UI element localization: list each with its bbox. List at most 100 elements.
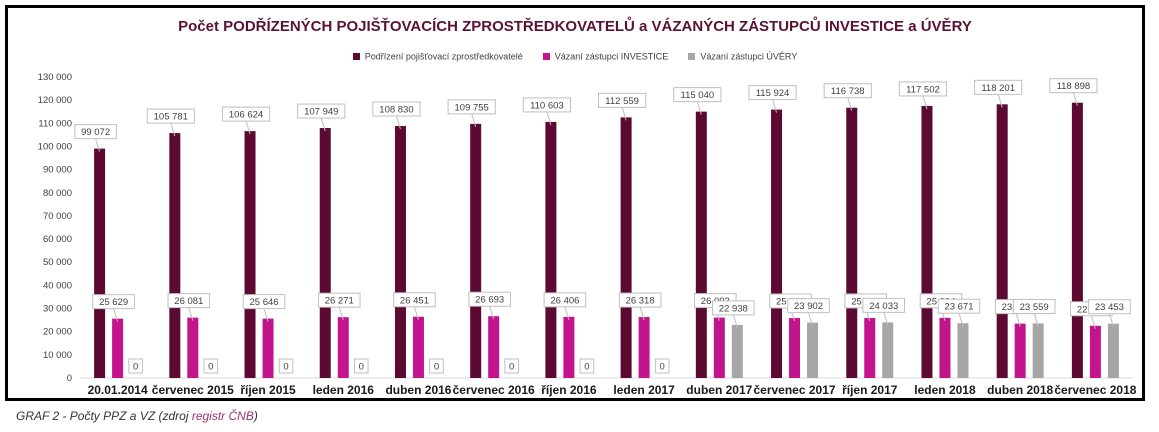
- data-label-leader: [489, 306, 495, 320]
- bar-0: [620, 117, 632, 378]
- data-label: 117 502: [906, 84, 940, 95]
- data-label: 24 033: [869, 301, 898, 312]
- data-label: 0: [434, 362, 439, 373]
- bar-2: [1107, 323, 1119, 378]
- data-label: 0: [359, 362, 364, 373]
- data-label: 118 201: [981, 83, 1015, 94]
- data-label-leader: [263, 308, 269, 322]
- bar-1: [488, 316, 500, 378]
- legend-swatch: [542, 53, 550, 61]
- bar-0: [695, 111, 707, 378]
- data-label-leader: [1072, 92, 1078, 106]
- x-category-label: duben 2016: [385, 383, 451, 397]
- legend-swatch: [352, 53, 360, 61]
- data-label: 112 559: [605, 96, 639, 107]
- bar-2: [807, 322, 819, 378]
- data-label-leader: [320, 117, 326, 132]
- data-label: 105 781: [154, 112, 188, 123]
- legend-item-0: Podřízení pojišťovací zprostředkovatelé: [352, 51, 523, 62]
- data-label: 23 559: [1020, 302, 1049, 313]
- data-label-leader: [471, 113, 477, 128]
- data-label-box: [579, 358, 595, 374]
- legend-swatch: [688, 53, 696, 61]
- data-label: 26 406: [550, 295, 579, 306]
- data-label-leader: [772, 99, 778, 113]
- y-tick-label: 30 000: [43, 304, 72, 315]
- bar-2: [957, 323, 969, 378]
- y-tick-label: 40 000: [43, 280, 72, 291]
- data-label-leader: [546, 111, 552, 126]
- data-label-box: [823, 83, 872, 99]
- bar-0: [470, 123, 482, 378]
- data-label-box: [92, 294, 135, 310]
- y-tick-label: 10 000: [43, 350, 72, 361]
- x-category-label: říjen 2017: [842, 383, 898, 397]
- data-label-box: [974, 79, 1023, 95]
- data-label-box: [618, 292, 662, 308]
- data-label-leader: [564, 306, 570, 321]
- data-label-leader: [958, 313, 964, 327]
- data-label-box: [1012, 298, 1056, 314]
- data-label-leader: [245, 120, 251, 135]
- bar-0: [169, 133, 181, 378]
- data-label-leader: [1033, 313, 1039, 327]
- data-label-box: [468, 291, 511, 307]
- y-tick-label: 80 000: [43, 188, 72, 199]
- x-category-label: říjen 2016: [541, 383, 597, 397]
- data-label-box: [353, 358, 369, 374]
- data-label: 99 072: [81, 127, 110, 138]
- data-label-leader: [1090, 315, 1096, 329]
- data-label-box: [787, 298, 830, 314]
- data-label-leader: [639, 306, 645, 321]
- data-label-leader: [338, 307, 344, 321]
- x-category-label: duben 2017: [686, 383, 752, 397]
- legend-label: Vázaní zástupci INVESTICE: [554, 51, 669, 62]
- bar-2: [1032, 323, 1044, 378]
- data-label-box: [203, 358, 219, 374]
- data-label: 110 603: [530, 100, 564, 111]
- bar-0: [94, 148, 106, 378]
- y-tick-label: 130 000: [38, 72, 72, 83]
- x-category-label: leden 2018: [914, 383, 976, 397]
- data-label-box: [221, 106, 271, 122]
- data-label-box: [673, 87, 722, 103]
- y-tick-label: 90 000: [43, 165, 72, 176]
- data-label-box: [278, 358, 294, 374]
- bar-1: [1089, 325, 1101, 378]
- data-label: 23 902: [794, 301, 823, 312]
- x-category-label: červenec 2016: [453, 383, 535, 397]
- y-tick-label: 20 000: [43, 327, 72, 338]
- data-label: 25 629: [99, 297, 128, 308]
- data-label: 23 453: [1095, 302, 1124, 313]
- data-label-box: [1049, 78, 1098, 94]
- chart-title: Počet PODŘÍZENÝCH POJIŠŤOVACÍCH ZPROSTŘE…: [178, 18, 972, 35]
- x-category-label: červenec 2018: [1054, 383, 1136, 397]
- data-label-box: [146, 108, 195, 124]
- legend-item-2: Vázaní zástupci ÚVĚRY: [688, 51, 797, 62]
- legend-label: Podřízení pojišťovací zprostředkovatelé: [364, 51, 523, 62]
- chart-frame: Počet PODŘÍZENÝCH POJIŠŤOVACÍCH ZPROSTŘE…: [5, 5, 1145, 401]
- bar-1: [262, 318, 274, 378]
- data-label: 26 318: [626, 296, 655, 307]
- data-label: 108 830: [379, 105, 413, 116]
- y-tick-label: 100 000: [38, 141, 72, 152]
- data-label: 26 081: [174, 296, 203, 307]
- data-label-leader: [732, 314, 738, 329]
- bar-2: [882, 322, 894, 378]
- data-label-leader: [1015, 313, 1021, 327]
- data-label-box: [317, 292, 361, 308]
- data-label: 0: [659, 362, 664, 373]
- data-label: 0: [133, 362, 138, 373]
- data-label-box: [522, 97, 571, 113]
- bar-1: [638, 317, 650, 378]
- x-category-label: říjen 2015: [240, 383, 296, 397]
- y-tick-label: 0: [67, 373, 72, 384]
- bar-0: [319, 128, 331, 378]
- bar-1: [864, 317, 876, 378]
- data-label: 116 738: [831, 86, 865, 97]
- data-label: 26 271: [325, 296, 354, 307]
- y-tick-label: 70 000: [43, 211, 72, 222]
- x-category-label: leden 2017: [613, 383, 675, 397]
- x-category-label: červenec 2017: [753, 383, 835, 397]
- caption-source-link[interactable]: registr ČNB: [191, 409, 254, 423]
